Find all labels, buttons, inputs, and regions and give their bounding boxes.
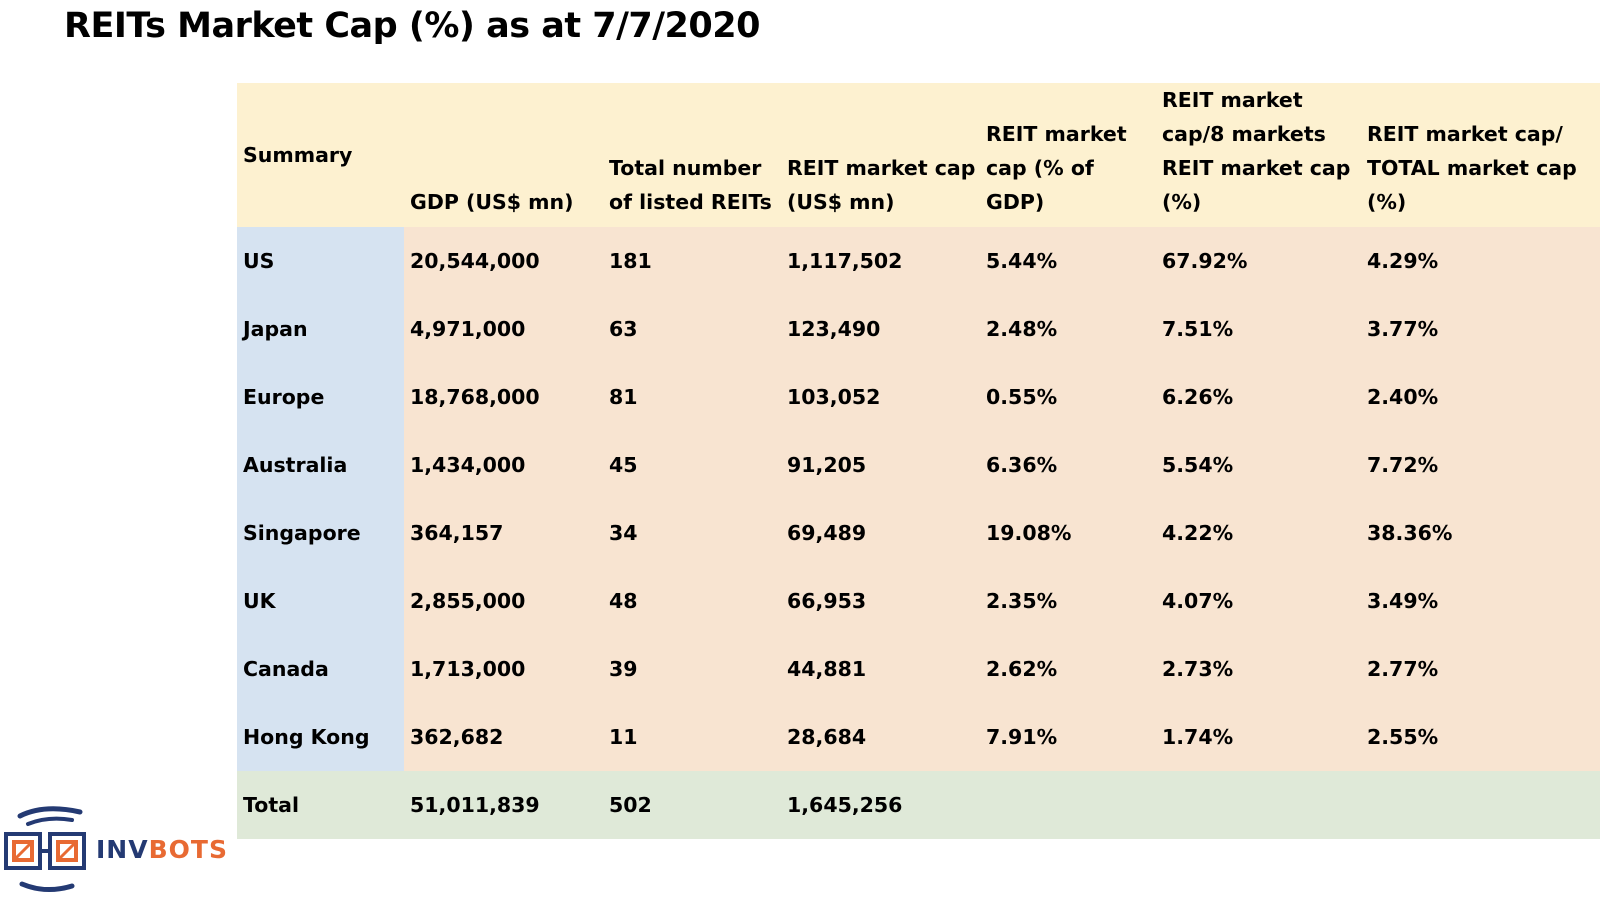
cell-pct-of-gdp: 2.48%	[980, 295, 1156, 363]
cell-pct-of-total-market: 3.49%	[1361, 567, 1600, 635]
cell-listed-reits: 39	[603, 635, 781, 703]
table-row: Hong Kong 362,682 11 28,684 7.91% 1.74% 2.55%	[237, 703, 1600, 771]
table-row: Canada 1,713,000 39 44,881 2.62% 2.73% 2.77%	[237, 635, 1600, 703]
table-row: Australia 1,434,000 45 91,205 6.36% 5.54% 7.72…	[237, 431, 1600, 499]
cell-listed-reits: 181	[603, 227, 781, 295]
cell-pct-of-total-market: 2.77%	[1361, 635, 1600, 703]
cell-listed-reits: 34	[603, 499, 781, 567]
table-row: Japan 4,971,000 63 123,490 2.48% 7.51% 3.77%	[237, 295, 1600, 363]
cell-gdp: 1,434,000	[404, 431, 603, 499]
cell-region: UK	[237, 567, 404, 635]
cell-gdp: 4,971,000	[404, 295, 603, 363]
cell-gdp: 20,544,000	[404, 227, 603, 295]
total-cell-pct-of-gdp	[980, 771, 1156, 839]
invbots-logo-icon	[4, 806, 86, 892]
cell-reit-market-cap: 123,490	[781, 295, 980, 363]
column-header-gdp: GDP (US$ mn)	[404, 83, 603, 227]
cell-reit-market-cap: 91,205	[781, 431, 980, 499]
cell-pct-of-gdp: 2.62%	[980, 635, 1156, 703]
cell-region: Japan	[237, 295, 404, 363]
table-row: Singapore 364,157 34 69,489 19.08% 4.22% 38.36…	[237, 499, 1600, 567]
cell-pct-of-total-market: 3.77%	[1361, 295, 1600, 363]
cell-pct-of-gdp: 2.35%	[980, 567, 1156, 635]
cell-listed-reits: 48	[603, 567, 781, 635]
cell-gdp: 18,768,000	[404, 363, 603, 431]
cell-listed-reits: 45	[603, 431, 781, 499]
cell-reit-market-cap: 103,052	[781, 363, 980, 431]
reit-market-cap-table: Summary GDP (US$ mn) Total number of lis…	[237, 83, 1600, 839]
column-header-reit-market-cap: REIT market cap (US$ mn)	[781, 83, 980, 227]
cell-reit-market-cap: 44,881	[781, 635, 980, 703]
total-cell-pct-of-8-markets	[1156, 771, 1361, 839]
cell-reit-market-cap: 66,953	[781, 567, 980, 635]
cell-pct-of-total-market: 4.29%	[1361, 227, 1600, 295]
cell-pct-of-total-market: 38.36%	[1361, 499, 1600, 567]
cell-pct-of-gdp: 0.55%	[980, 363, 1156, 431]
table-row: UK 2,855,000 48 66,953 2.35% 4.07% 3.49%	[237, 567, 1600, 635]
column-header-pct-of-total-market: REIT market cap/ TOTAL market cap (%)	[1361, 83, 1600, 227]
cell-pct-of-8-markets: 7.51%	[1156, 295, 1361, 363]
cell-reit-market-cap: 69,489	[781, 499, 980, 567]
column-header-pct-of-8-markets: REIT market cap/8 markets REIT market ca…	[1156, 83, 1361, 227]
total-row: Total 51,011,839 502 1,645,256	[237, 771, 1600, 839]
cell-listed-reits: 81	[603, 363, 781, 431]
cell-reit-market-cap: 1,117,502	[781, 227, 980, 295]
column-header-pct-of-gdp: REIT market cap (% of GDP)	[980, 83, 1156, 227]
cell-gdp: 2,855,000	[404, 567, 603, 635]
table-row: Europe 18,768,000 81 103,052 0.55% 6.26% 2.40%	[237, 363, 1600, 431]
cell-region: US	[237, 227, 404, 295]
cell-region: Singapore	[237, 499, 404, 567]
cell-gdp: 364,157	[404, 499, 603, 567]
cell-pct-of-total-market: 7.72%	[1361, 431, 1600, 499]
cell-pct-of-8-markets: 67.92%	[1156, 227, 1361, 295]
wordmark-part-inv: INV	[96, 835, 149, 864]
table-row: US 20,544,000 181 1,117,502 5.44% 67.92% 4.29%	[237, 227, 1600, 295]
header-row: Summary GDP (US$ mn) Total number of lis…	[237, 83, 1600, 227]
column-header-summary: Summary	[237, 83, 404, 227]
column-header-listed-reits: Total number of listed REITs	[603, 83, 781, 227]
cell-pct-of-gdp: 5.44%	[980, 227, 1156, 295]
cell-pct-of-8-markets: 4.22%	[1156, 499, 1361, 567]
cell-pct-of-total-market: 2.40%	[1361, 363, 1600, 431]
total-cell-gdp: 51,011,839	[404, 771, 603, 839]
cell-pct-of-gdp: 6.36%	[980, 431, 1156, 499]
cell-pct-of-gdp: 7.91%	[980, 703, 1156, 771]
total-cell-pct-of-total-market	[1361, 771, 1600, 839]
table-body: US 20,544,000 181 1,117,502 5.44% 67.92% 4.29%…	[237, 227, 1600, 839]
cell-pct-of-8-markets: 5.54%	[1156, 431, 1361, 499]
cell-pct-of-8-markets: 4.07%	[1156, 567, 1361, 635]
page-title: REITs Market Cap (%) as at 7/7/2020	[64, 6, 760, 46]
cell-pct-of-gdp: 19.08%	[980, 499, 1156, 567]
total-cell-listed-reits: 502	[603, 771, 781, 839]
total-cell-region: Total	[237, 771, 404, 839]
cell-region: Canada	[237, 635, 404, 703]
cell-gdp: 362,682	[404, 703, 603, 771]
cell-region: Hong Kong	[237, 703, 404, 771]
wordmark-part-bots: BOTS	[148, 835, 228, 864]
cell-region: Europe	[237, 363, 404, 431]
cell-reit-market-cap: 28,684	[781, 703, 980, 771]
cell-pct-of-8-markets: 1.74%	[1156, 703, 1361, 771]
invbots-wordmark: INVBOTS	[96, 835, 228, 864]
cell-gdp: 1,713,000	[404, 635, 603, 703]
cell-pct-of-8-markets: 6.26%	[1156, 363, 1361, 431]
cell-listed-reits: 11	[603, 703, 781, 771]
cell-listed-reits: 63	[603, 295, 781, 363]
total-cell-reit-market-cap: 1,645,256	[781, 771, 980, 839]
cell-region: Australia	[237, 431, 404, 499]
cell-pct-of-8-markets: 2.73%	[1156, 635, 1361, 703]
cell-pct-of-total-market: 2.55%	[1361, 703, 1600, 771]
